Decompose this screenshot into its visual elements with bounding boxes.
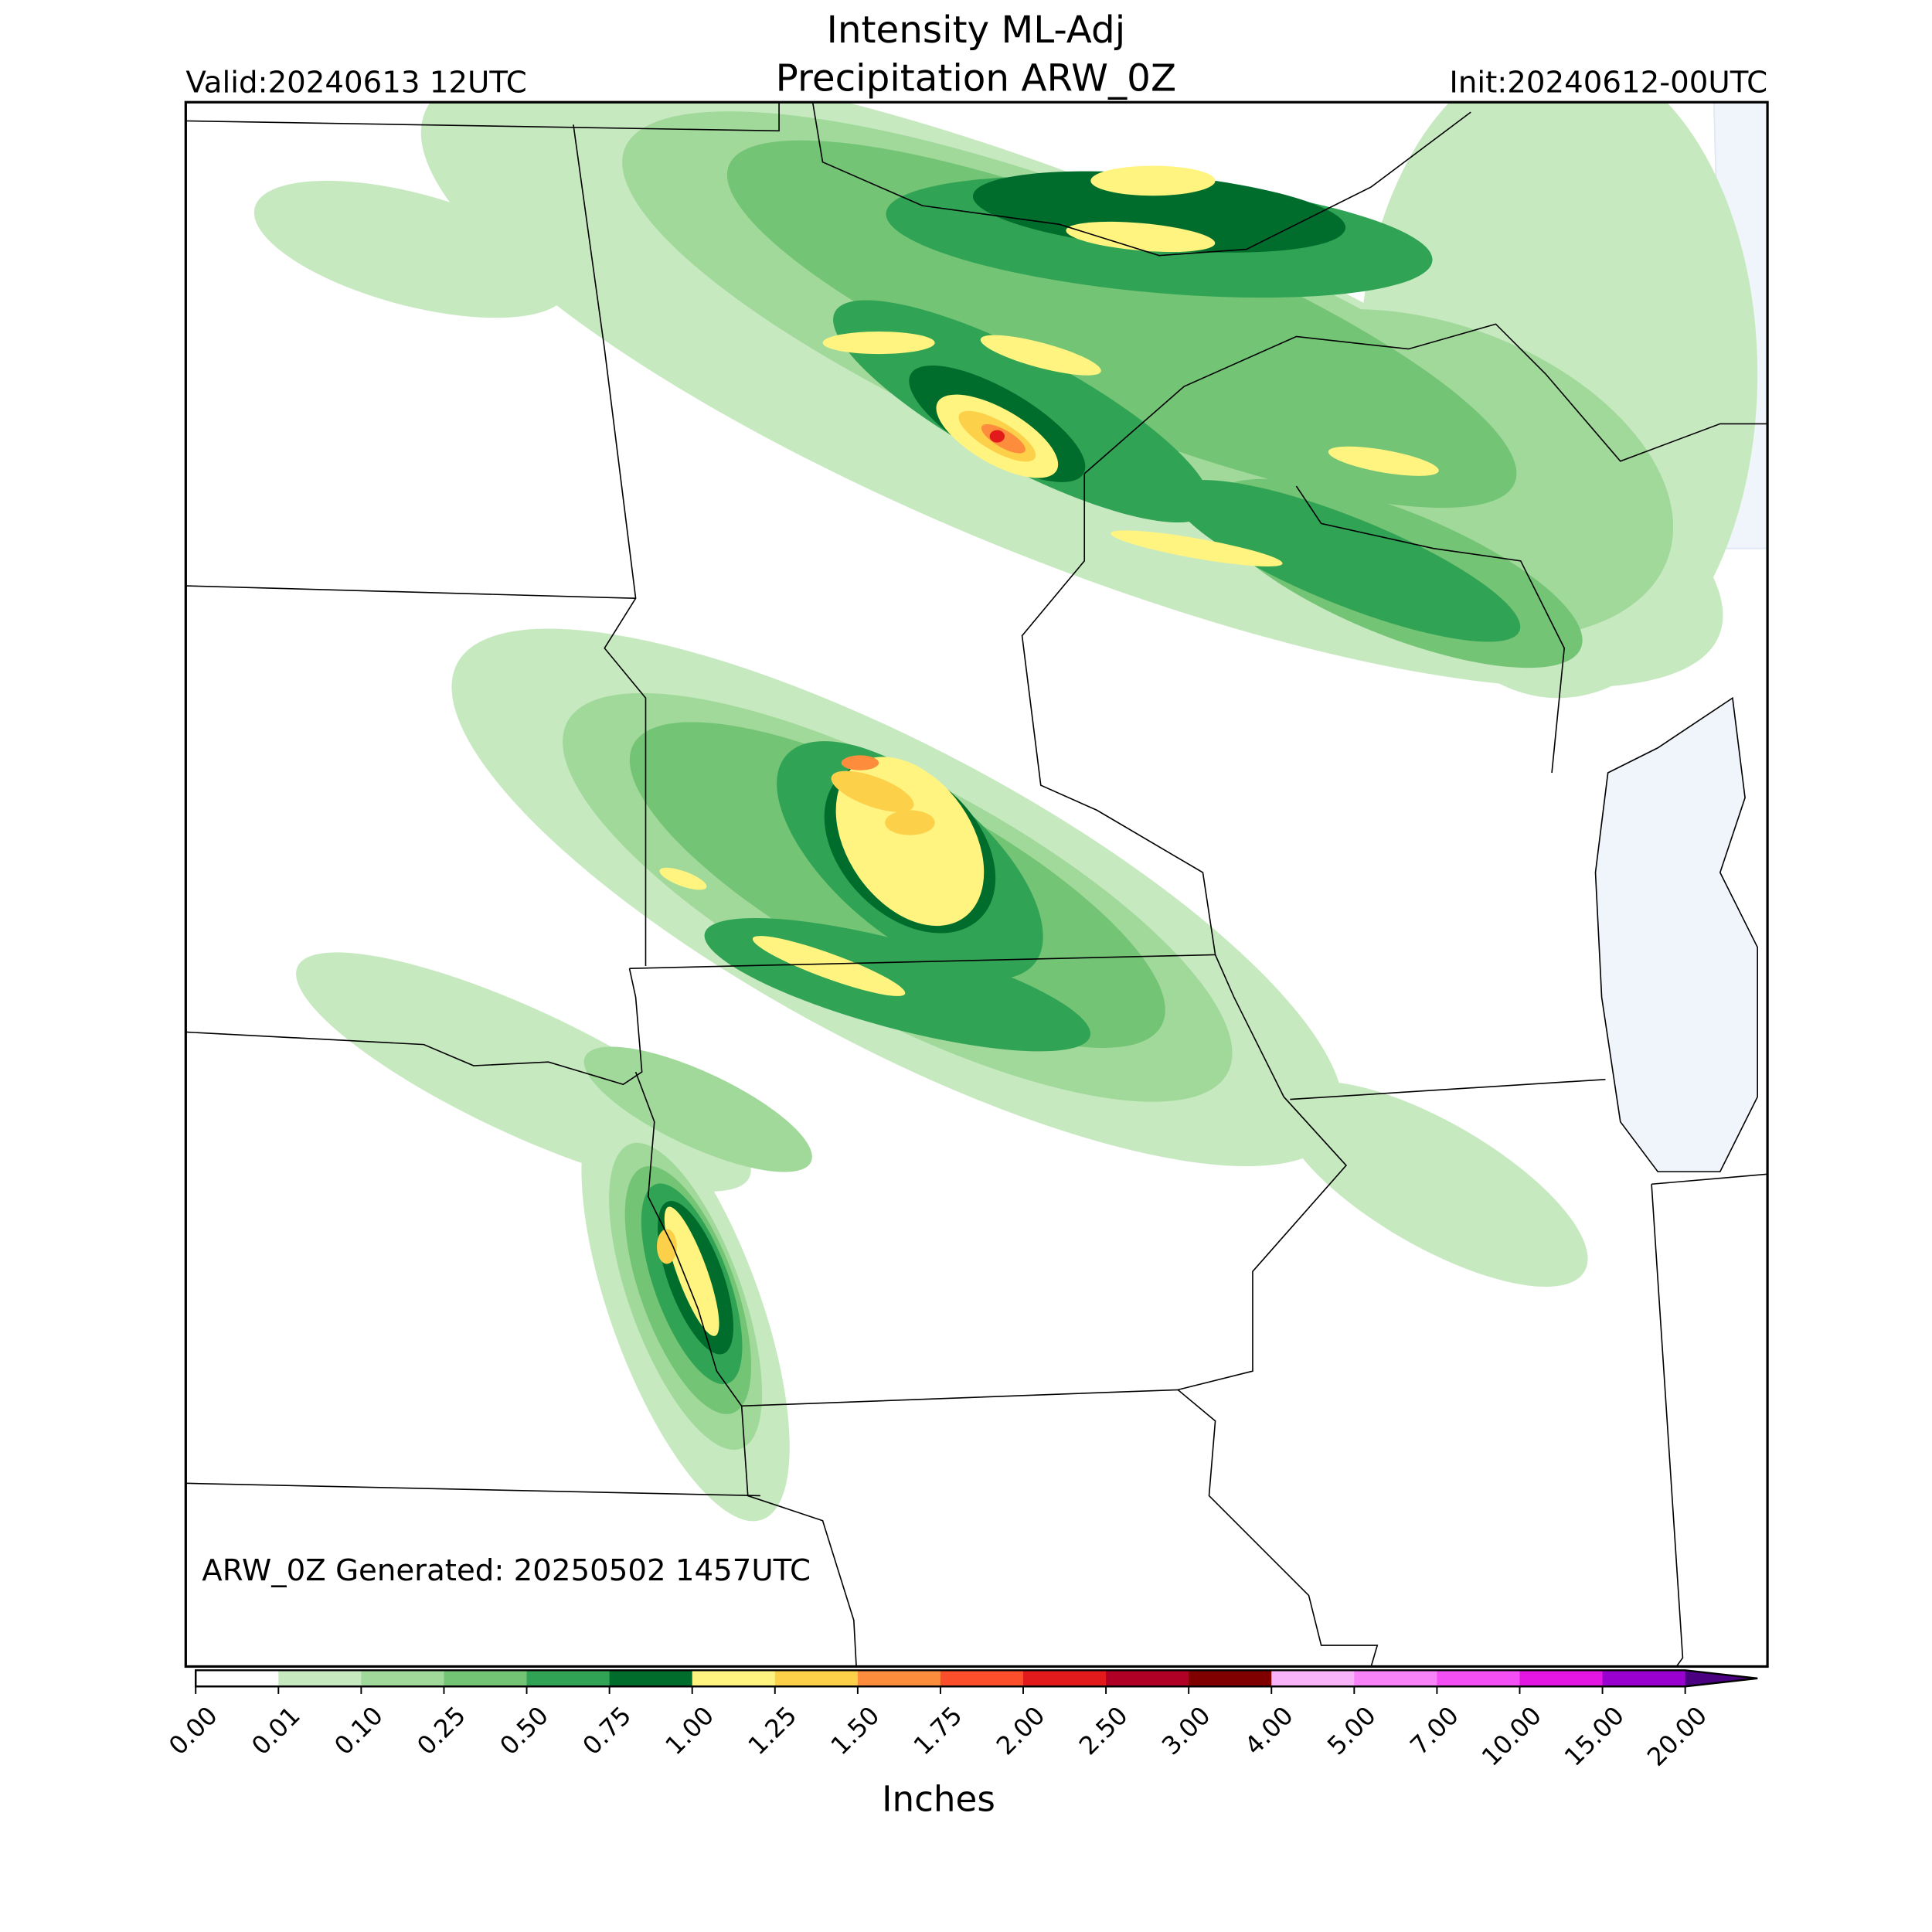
colorbar-swatch [526,1670,611,1687]
colorbar-swatch [692,1670,776,1687]
borders [185,102,1768,1667]
title-line: Precipitation ARW_0Z [776,57,1176,100]
colorbar-swatch [361,1670,444,1687]
init-label: Init:20240612-00UTC [1449,65,1767,100]
colorbar-swatch [1106,1670,1189,1687]
colorbar-swatch [196,1670,279,1687]
colorbar-swatch [857,1670,941,1687]
colorbar-swatch [278,1670,362,1687]
colorbar-extend [1685,1670,1758,1687]
colorbar-swatch [609,1670,693,1687]
colorbar-swatch [444,1670,528,1687]
map [185,102,1768,1667]
colorbar-swatch [1271,1670,1355,1687]
colorbar-swatch [1354,1670,1437,1687]
generated-note: ARW_0Z Generated: 20250502 1457UTC [202,1553,811,1588]
colorbar-swatch [1519,1670,1604,1687]
colorbar-outline [195,1669,1758,1688]
colorbar-swatch [1437,1670,1520,1687]
precip [253,102,1758,1522]
valid-label: Valid:20240613 12UTC [185,65,526,100]
colorbar-swatch [940,1670,1024,1687]
map-frame [184,100,1769,1668]
colorbar-swatch [774,1670,859,1687]
colorbar-label: Inches [882,1779,995,1820]
colorbar-swatch [1602,1670,1686,1687]
title-line: Intensity ML-Adj [827,9,1126,52]
colorbar-swatch [1023,1670,1107,1687]
colorbar-swatch [1189,1670,1272,1687]
